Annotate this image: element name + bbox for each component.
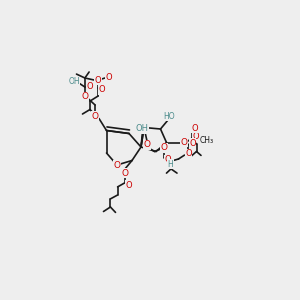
Text: O: O [125,181,132,190]
Text: O: O [180,138,188,147]
Text: O: O [189,139,196,148]
Text: O: O [87,82,93,91]
Text: H: H [167,160,173,169]
Text: O: O [192,124,198,133]
Text: O: O [193,132,199,141]
Text: OH: OH [136,124,149,134]
Text: OH: OH [68,77,80,86]
Text: O: O [81,92,88,101]
Text: HO: HO [163,112,175,121]
Text: O: O [121,169,128,178]
Text: O: O [92,112,99,121]
Text: O: O [143,140,151,149]
Text: O: O [161,143,168,152]
Text: O: O [185,149,192,158]
Text: O: O [165,155,171,164]
Text: O: O [113,160,121,169]
Text: O: O [95,76,101,85]
Text: O: O [99,85,105,94]
Text: CH₃: CH₃ [200,136,214,145]
Text: O: O [106,74,112,82]
